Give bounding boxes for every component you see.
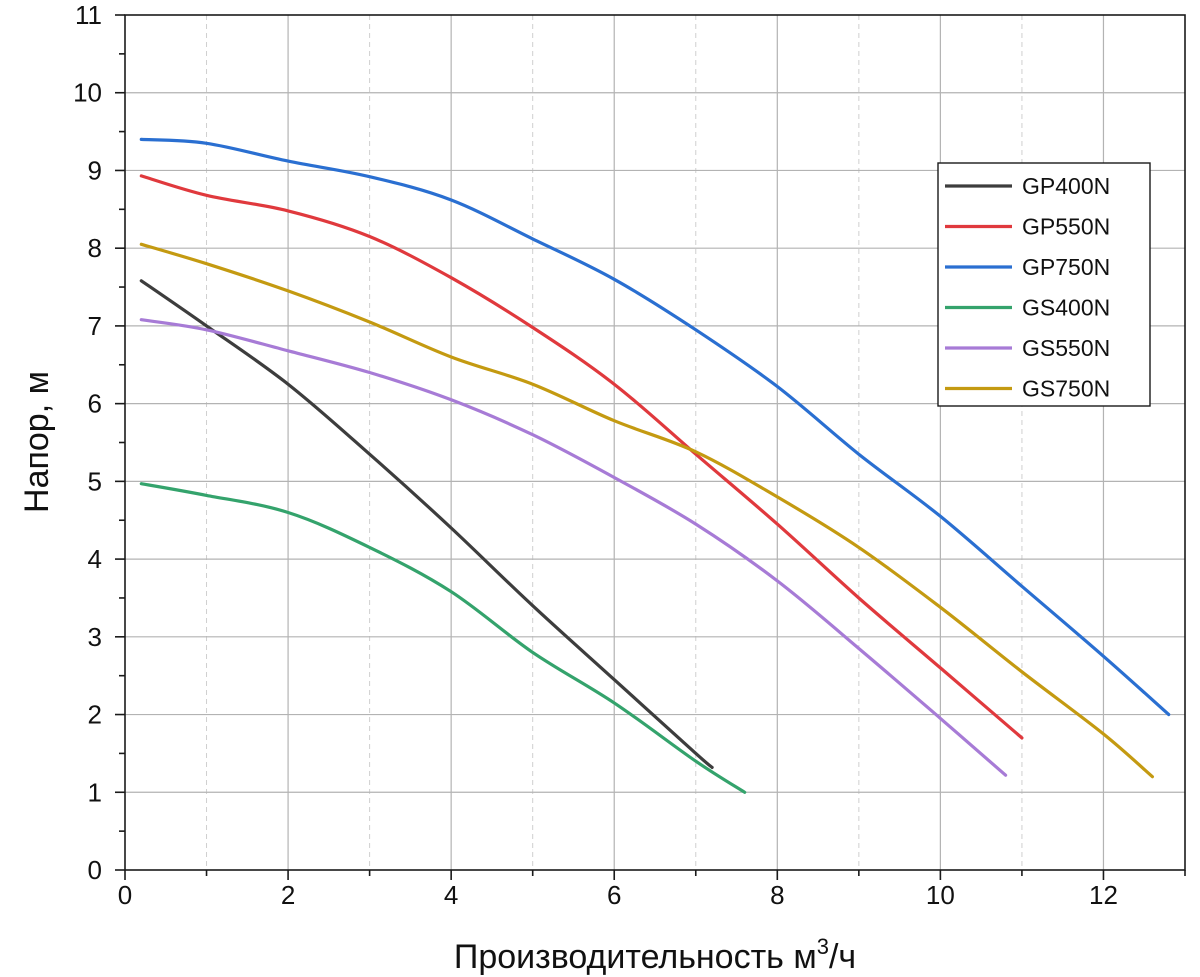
y-tick-label: 10 (73, 78, 102, 108)
axis-ticks (115, 14, 1186, 880)
legend-label-gs750n: GS750N (1022, 376, 1110, 402)
plot-frame (124, 14, 1186, 871)
x-tick-label: 6 (607, 880, 621, 910)
y-tick-label: 9 (88, 155, 102, 185)
x-tick-label: 2 (281, 880, 295, 910)
series-line-gp400n (139, 279, 714, 769)
legend-box (937, 162, 1151, 407)
x-tick-label: 12 (1089, 880, 1118, 910)
x-tick-label: 0 (118, 880, 132, 910)
y-tick-label: 8 (88, 233, 102, 263)
x-tick-label: 10 (926, 880, 955, 910)
x-axis-title-superscript: 3 (817, 934, 829, 959)
grid (125, 15, 1185, 870)
series-line-gs750n (139, 242, 1154, 779)
legend-label-gp400n: GP400N (1022, 173, 1110, 199)
legend-label-gs400n: GS400N (1022, 295, 1110, 321)
legend-label-gp750n: GP750N (1022, 254, 1110, 280)
x-tick-label: 8 (770, 880, 784, 910)
y-tick-label: 3 (88, 622, 102, 652)
x-axis-title: Производительность м3/ч (454, 934, 856, 976)
series-line-gs550n (139, 318, 1008, 777)
legend-label-gp550n: GP550N (1022, 214, 1110, 240)
y-tick-label: 4 (88, 544, 102, 574)
y-axis-title: Напор, м (18, 371, 56, 513)
legend: GP400N GP550N GP750N GS400N GS550N GS750N (937, 162, 1151, 407)
series-line-gp550n (139, 174, 1024, 740)
y-tick-label: 5 (88, 466, 102, 496)
y-tick-label: 2 (88, 700, 102, 730)
legend-entries: GP400N GP550N GP750N GS400N GS550N GS750N (945, 173, 1110, 402)
series-lines (139, 137, 1171, 794)
x-axis-title-tail: /ч (829, 938, 856, 976)
series-line-gs400n (139, 482, 747, 794)
x-tick-label: 4 (444, 880, 458, 910)
y-tick-label: 0 (88, 855, 102, 885)
legend-label-gs550n: GS550N (1022, 335, 1110, 361)
y-tick-label: 7 (88, 311, 102, 341)
y-tick-label: 6 (88, 389, 102, 419)
y-tick-label: 1 (88, 777, 102, 807)
series-line-gp750n (139, 137, 1171, 717)
x-axis-title-main: Производительность м (454, 938, 817, 976)
y-tick-label: 11 (75, 0, 102, 30)
